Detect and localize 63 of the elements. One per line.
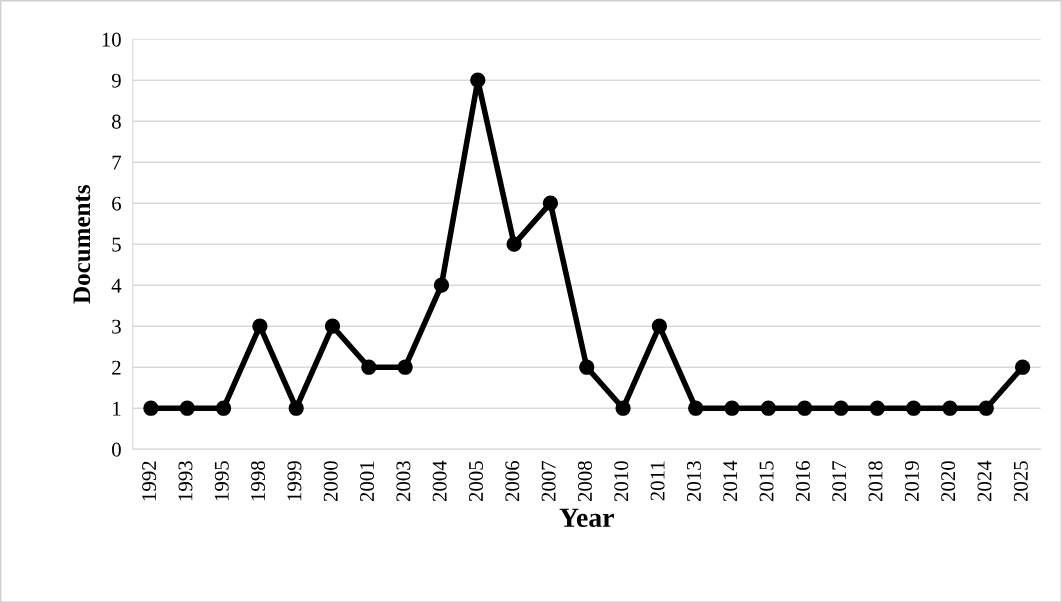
x-tick-label: 2005 [468,461,484,502]
point [905,400,922,416]
x-tick-label: 2004 [432,460,447,502]
point [324,318,341,334]
y-tick-label: 8 [112,114,121,129]
point [506,236,522,252]
x-tick-label: 2013 [686,461,701,502]
y-tick-label: 1 [113,401,121,416]
x-tick-label: 2000 [323,461,338,502]
x-axis-title: Year [559,508,614,528]
y-tick-label: 2 [112,360,121,375]
point [579,359,595,375]
x-tick-label: 2001 [359,461,375,502]
x-tick-label: 2003 [396,461,411,502]
point [470,72,486,88]
x-tick-label: 2019 [904,461,919,502]
x-tick-label: 2007 [541,460,556,502]
point [1014,359,1031,375]
x-tick-label: 1992 [142,461,157,501]
x-tick-label: 2016 [795,460,810,502]
point [288,400,304,416]
y-tick-label: 4 [111,278,122,293]
point [651,318,668,334]
x-tick-label: 2010 [614,461,629,502]
y-tick-label: 3 [112,319,121,334]
y-tick-label: 9 [111,73,121,88]
point [869,400,885,416]
x-tick-label: 2008 [577,461,592,502]
point [179,400,195,416]
point [760,400,776,416]
point [361,359,377,375]
x-tick-label: 2025 [1013,461,1028,502]
point [433,277,450,293]
point [215,400,232,416]
point [143,400,159,416]
x-tick-label: 2015 [759,461,774,502]
point [978,400,994,416]
y-tick-label: 0 [112,442,121,457]
x-tick-label: 1999 [287,461,302,501]
point [615,400,631,416]
y-tick-label: 5 [112,237,121,252]
x-tick-label: 2017 [832,460,847,502]
y-tick-label: 10 [102,32,121,47]
x-tick-label: 2020 [941,461,956,502]
point [797,400,813,416]
y-tick-label: 7 [112,155,122,170]
x-tick-label: 1993 [178,461,193,501]
x-tick-label: 2018 [868,461,883,502]
point [252,318,268,334]
point [688,400,704,416]
y-axis-title: Documents [73,185,91,304]
x-tick-label: 2014 [723,460,738,502]
point [397,359,413,375]
x-tick-label: 2011 [650,461,665,501]
point [724,400,740,416]
x-tick-label: 2024 [977,460,992,502]
x-tick-label: 1995 [214,461,229,501]
x-tick-label: 1998 [251,461,266,501]
x-tick-label: 2006 [505,460,520,502]
point [942,400,958,416]
point [833,400,849,416]
y-tick-label: 6 [112,196,122,211]
point [542,195,559,211]
